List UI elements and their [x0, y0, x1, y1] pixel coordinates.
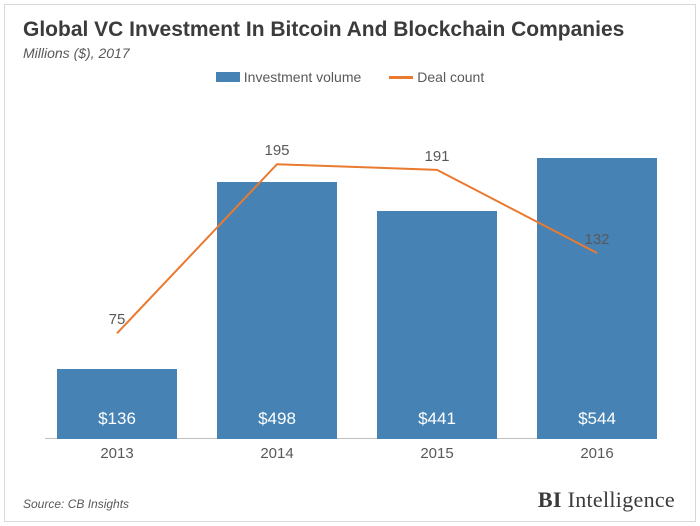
deal-count-line: [45, 129, 655, 439]
chart-legend: Investment volume Deal count: [5, 69, 695, 85]
line-swatch-icon: [389, 76, 413, 79]
brand-rest: Intelligence: [562, 487, 675, 512]
brand-bold: BI: [538, 487, 562, 512]
legend-item-investment-volume: Investment volume: [216, 69, 362, 85]
plot-area: $136$498$441$54475195191132: [45, 129, 655, 439]
x-tick-2015: 2015: [420, 445, 453, 462]
x-tick-2013: 2013: [100, 445, 133, 462]
bar-swatch-icon: [216, 72, 240, 82]
deal-count-label-2016: 132: [584, 231, 609, 248]
legend-label-1: Investment volume: [244, 69, 362, 85]
chart-header: Global VC Investment In Bitcoin And Bloc…: [5, 5, 695, 65]
chart-frame: Global VC Investment In Bitcoin And Bloc…: [4, 4, 696, 522]
legend-item-deal-count: Deal count: [389, 69, 484, 85]
legend-label-2: Deal count: [417, 69, 484, 85]
deal-count-label-2014: 195: [264, 142, 289, 159]
brand-label: BI Intelligence: [538, 487, 675, 513]
chart-title: Global VC Investment In Bitcoin And Bloc…: [23, 17, 677, 43]
chart-subtitle: Millions ($), 2017: [23, 45, 677, 61]
x-tick-2014: 2014: [260, 445, 293, 462]
source-text: Source: CB Insights: [23, 497, 129, 511]
x-tick-2016: 2016: [580, 445, 613, 462]
deal-count-label-2013: 75: [109, 311, 126, 328]
deal-count-label-2015: 191: [424, 148, 449, 165]
